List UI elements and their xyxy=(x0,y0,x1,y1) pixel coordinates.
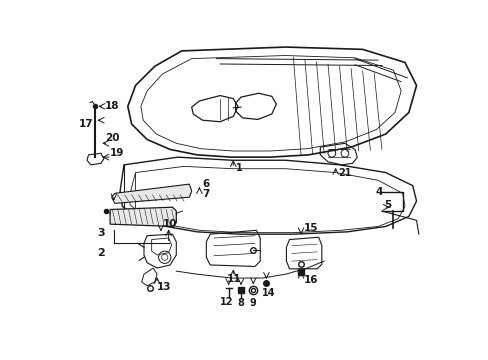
Text: 5: 5 xyxy=(384,200,391,210)
Polygon shape xyxy=(111,184,191,203)
Text: 19: 19 xyxy=(110,148,124,158)
Text: 17: 17 xyxy=(79,119,93,129)
Text: 1: 1 xyxy=(236,163,243,173)
Text: 12: 12 xyxy=(220,297,233,307)
Text: 21: 21 xyxy=(337,167,351,177)
Text: 4: 4 xyxy=(375,187,382,197)
Text: 11: 11 xyxy=(226,274,241,284)
Text: 8: 8 xyxy=(237,298,244,309)
Text: 10: 10 xyxy=(163,219,177,229)
Text: 20: 20 xyxy=(105,133,120,143)
Text: 2: 2 xyxy=(97,248,104,258)
Text: 13: 13 xyxy=(157,282,171,292)
Text: 15: 15 xyxy=(303,223,317,233)
Text: 14: 14 xyxy=(262,288,275,298)
Text: 16: 16 xyxy=(303,275,317,285)
Text: 7: 7 xyxy=(202,189,209,199)
Text: 3: 3 xyxy=(97,228,104,238)
Text: 18: 18 xyxy=(104,101,119,111)
Text: 9: 9 xyxy=(249,298,256,309)
Text: 6: 6 xyxy=(202,179,209,189)
Polygon shape xyxy=(110,207,176,226)
